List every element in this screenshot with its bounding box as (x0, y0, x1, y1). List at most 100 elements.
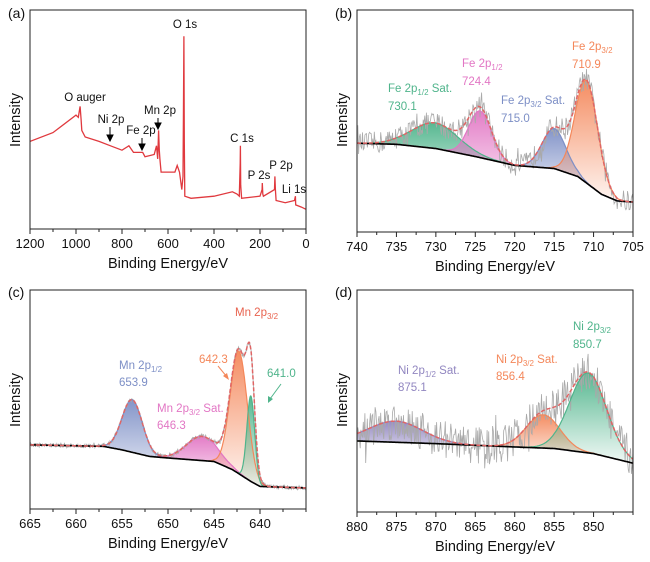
peak-label-b-0: Fe 2p1/2 Sat. 730.1 (388, 83, 452, 113)
panel-label-b: (b) (335, 5, 352, 21)
peak-label-c-0: Mn 2p1/2 653.9 (119, 360, 163, 389)
annotation-fe2p: Fe 2p (126, 125, 155, 137)
annotation-li1s: Li 1s (282, 184, 307, 196)
annotation-p2p: P 2p (269, 160, 292, 172)
x-tick-label: 200 (249, 236, 271, 251)
annotation-o1s: O 1s (173, 19, 198, 31)
plot-area-d (357, 353, 633, 474)
panel-b: 740 735 730 725 720 715 710 705 (346, 9, 644, 254)
axes-frame-c (29, 289, 307, 510)
envelope-label-c: Mn 2p3/2 (235, 307, 279, 321)
x-tick-label: 865 (464, 519, 486, 534)
peak-arrows-c (217, 365, 282, 403)
x-tick-label: 735 (386, 239, 408, 254)
y-axis-title-b: Intensity (335, 92, 351, 147)
survey-arrows (106, 118, 162, 152)
x-tick-label: 710 (583, 239, 605, 254)
svg-text:856.4: 856.4 (496, 371, 525, 383)
plot-area-c (30, 341, 306, 491)
peak-label-b-2: Fe 2p3/2 Sat. 715.0 (501, 95, 565, 125)
peak-label-c-2: 642.3 (199, 354, 228, 366)
raw-data-line (357, 68, 633, 211)
peak-label-d-1: Ni 2p3/2 Sat. 856.4 (496, 354, 558, 383)
svg-text:710.9: 710.9 (572, 59, 601, 71)
x-tick-label: 665 (19, 516, 41, 531)
x-tick-label: 705 (622, 239, 644, 254)
x-tick-label: 860 (504, 519, 526, 534)
x-tick-label: 640 (249, 516, 271, 531)
arrow-head-icon (138, 143, 146, 152)
peak-label-c-3: 641.0 (267, 368, 296, 380)
peak-label-d-2: Ni 2p3/2 850.7 (573, 321, 612, 351)
peak-label-d-0: Ni 2p1/2 Sat. 875.1 (398, 365, 460, 394)
panel-c: 665 660 655 650 645 640 (19, 289, 307, 531)
x-tick-label: 655 (111, 516, 133, 531)
svg-text:850.7: 850.7 (573, 339, 602, 351)
survey-spectrum-line (30, 36, 306, 210)
svg-text:724.4: 724.4 (462, 76, 491, 88)
x-tick-label: 400 (203, 236, 225, 251)
x-tick-label: 645 (203, 516, 225, 531)
x-tick-label: 875 (386, 519, 408, 534)
svg-text:Mn 2p3/2: Mn 2p3/2 (235, 307, 279, 321)
x-tick-label: 850 (583, 519, 605, 534)
arrow-641 (269, 383, 282, 400)
y-axis-title-d: Intensity (335, 372, 351, 427)
raw-data-line (357, 353, 633, 474)
raw-data-line (30, 342, 306, 491)
annotation-p2s: P 2s (248, 170, 271, 182)
peak-fill-850.7 (357, 373, 633, 464)
arrow-head-icon (223, 373, 229, 380)
x-axis-title-b: Binding Energy/eV (435, 259, 555, 275)
arrow-head-icon (154, 122, 162, 131)
arrow-head-icon (268, 396, 273, 403)
peak-fill-724.4 (357, 110, 633, 202)
svg-text:Ni 2p3/2 Sat.: Ni 2p3/2 Sat. (496, 354, 558, 368)
x-tick-label: 855 (543, 519, 565, 534)
peak-fill-730.1 (357, 122, 633, 202)
y-axis-title-c: Intensity (8, 372, 24, 427)
peak-fill-642.3 (30, 351, 306, 488)
x-tick-label: 1000 (62, 236, 91, 251)
peak-fill-641.0 (30, 396, 306, 488)
fit-envelope-line (357, 78, 633, 203)
peak-fill-715.0 (357, 128, 633, 202)
x-tick-label: 720 (504, 239, 526, 254)
x-tick-label: 715 (543, 239, 565, 254)
peak-label-c-1: Mn 2p3/2 Sat. 646.3 (157, 403, 224, 432)
svg-text:Ni 2p3/2: Ni 2p3/2 (573, 321, 612, 335)
svg-text:730.1: 730.1 (388, 101, 417, 113)
arrow-head-icon (106, 134, 114, 143)
plot-area-b (357, 68, 633, 211)
x-tick-label: 1200 (16, 236, 45, 251)
plot-area-a (30, 36, 306, 210)
x-tick-label: 730 (425, 239, 447, 254)
x-tick-label: 800 (111, 236, 133, 251)
x-axis-title-c: Binding Energy/eV (108, 536, 228, 552)
svg-text:Ni 2p1/2 Sat.: Ni 2p1/2 Sat. (398, 365, 460, 379)
svg-text:875.1: 875.1 (398, 382, 427, 394)
annotation-o-auger: O auger (64, 92, 106, 104)
panel-label-a: (a) (8, 5, 25, 21)
fit-envelope-line (30, 341, 306, 489)
svg-text:Mn 2p1/2: Mn 2p1/2 (119, 360, 163, 374)
background-line (30, 443, 306, 489)
svg-text:715.0: 715.0 (501, 113, 530, 125)
panel-label-c: (c) (8, 284, 24, 300)
svg-text:646.3: 646.3 (157, 420, 186, 432)
fit-envelope-line (357, 371, 633, 460)
panel-a: 1200 1000 800 600 400 200 0 (16, 9, 310, 251)
background-line (357, 142, 633, 203)
svg-text:Fe 2p1/2 Sat.: Fe 2p1/2 Sat. (388, 83, 452, 97)
x-tick-label: 600 (157, 236, 179, 251)
peak-label-b-1: Fe 2p1/2 724.4 (462, 58, 503, 88)
svg-text:Mn 2p3/2 Sat.: Mn 2p3/2 Sat. (157, 403, 224, 417)
x-tick-label: 870 (425, 519, 447, 534)
peak-label-b-3: Fe 2p3/2 710.9 (572, 41, 613, 71)
annotation-ni2p: Ni 2p (98, 114, 125, 126)
x-tick-label: 740 (346, 239, 368, 254)
x-tick-label: 725 (464, 239, 486, 254)
x-tick-label: 650 (157, 516, 179, 531)
x-axis-title-a: Binding Energy/eV (108, 256, 228, 272)
